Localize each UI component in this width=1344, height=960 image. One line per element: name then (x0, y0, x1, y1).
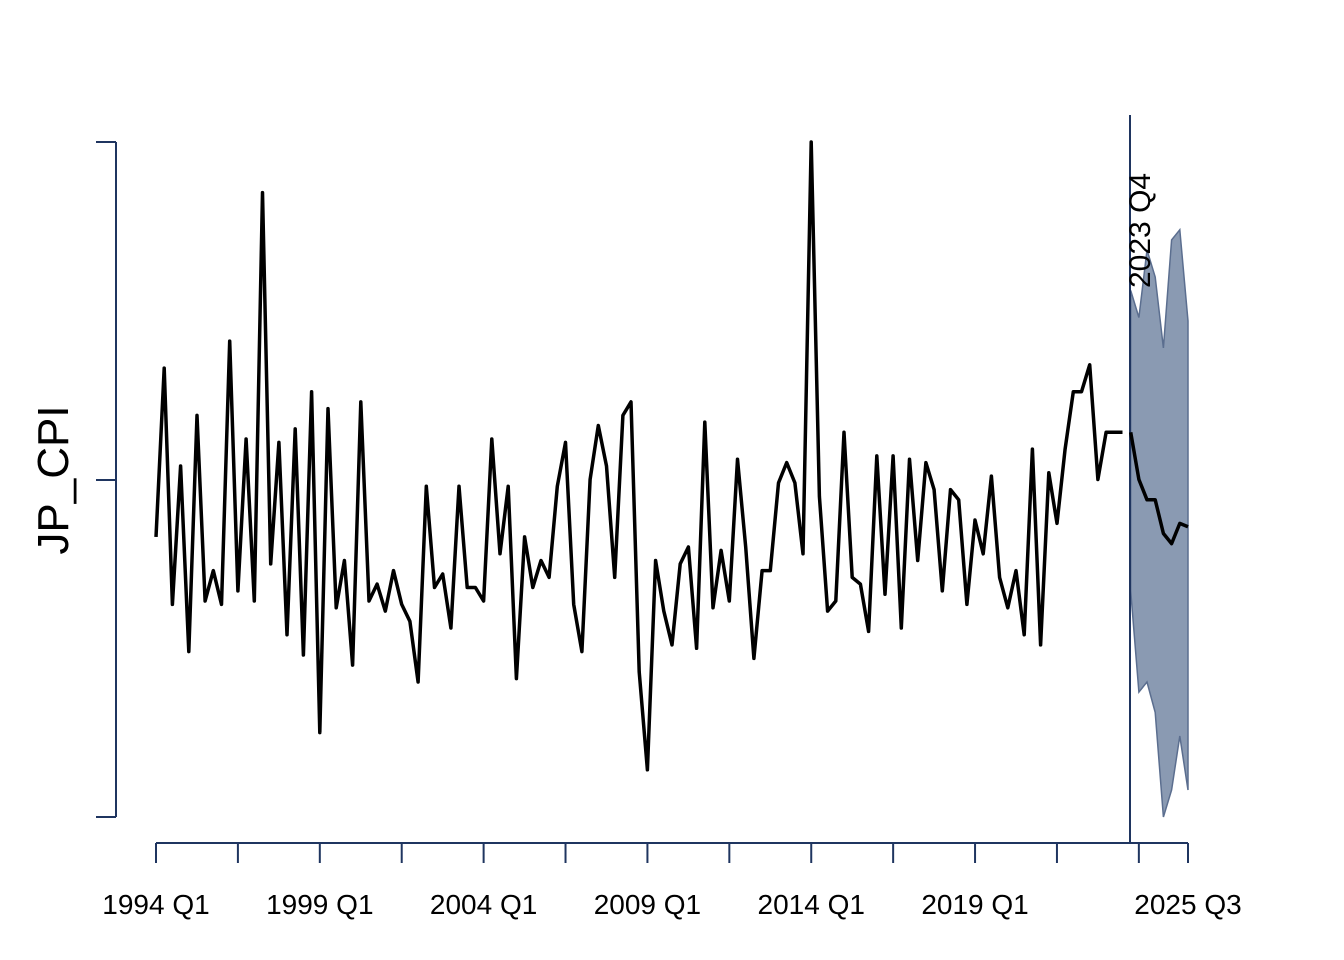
axes (96, 141, 1188, 844)
y-axis-title: JP_CPI (29, 405, 78, 554)
x-axis-ticks (155, 843, 1189, 863)
x-tick-label: 2009 Q1 (594, 889, 701, 920)
x-tick-label: 1999 Q1 (266, 889, 373, 920)
x-tick-label: 1994 Q1 (102, 889, 209, 920)
x-tick-label: 2004 Q1 (430, 889, 537, 920)
x-axis-tick-labels: 1994 Q1 1999 Q1 2004 Q1 2009 Q1 2014 Q1 2019 … (102, 889, 1241, 920)
x-tick-label: 2014 Q1 (758, 889, 865, 920)
forecast-start-label: 2023 Q4 (1124, 173, 1157, 288)
x-tick-label: 2025 Q3 (1134, 889, 1241, 920)
forecast-series-line (1128, 432, 1189, 546)
x-tick-label: 2019 Q1 (921, 889, 1028, 920)
observed-series-line (154, 140, 1123, 772)
series-lines (154, 140, 1189, 772)
